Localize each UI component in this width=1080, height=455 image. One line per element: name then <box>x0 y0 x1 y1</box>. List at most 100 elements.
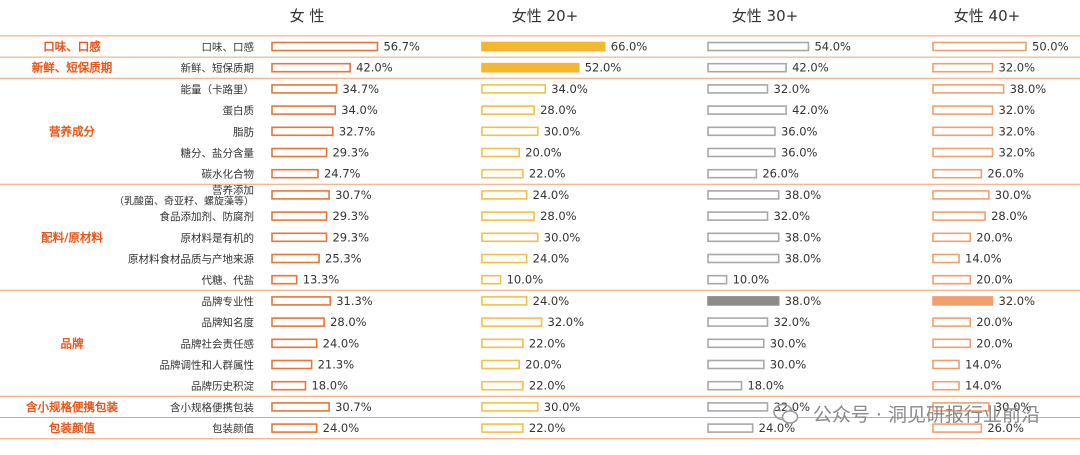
row-label: 代糖、代盐 <box>202 274 255 287</box>
value-label: 54.0% <box>814 40 851 54</box>
value-label: 38.0% <box>785 230 822 244</box>
bar <box>481 253 528 264</box>
value-label: 14.0% <box>965 358 1002 372</box>
bar <box>271 105 337 115</box>
value-label: 22.0% <box>529 167 566 181</box>
value-label: 32.0% <box>548 315 585 329</box>
bar <box>481 359 521 370</box>
bar <box>271 62 351 73</box>
value-label: 32.0% <box>999 294 1036 308</box>
bar <box>707 84 769 94</box>
bar <box>271 423 318 433</box>
bar <box>707 105 787 115</box>
bar <box>271 126 334 137</box>
row-label: 能量（卡路里） <box>181 83 255 96</box>
row-label: 原材料食材品质与产地来源 <box>128 253 254 266</box>
bar <box>481 62 580 73</box>
value-label: 36.0% <box>781 146 818 160</box>
bar <box>932 211 986 221</box>
value-label: 34.0% <box>341 103 378 117</box>
column-header: 女性 30+ <box>732 7 798 25</box>
row-label: 品牌专业性 <box>202 295 255 308</box>
bar <box>271 190 330 200</box>
bar <box>932 168 983 179</box>
bar <box>271 274 298 285</box>
bar <box>932 423 983 433</box>
bar <box>707 359 765 370</box>
bar <box>707 126 776 137</box>
bar <box>707 41 810 52</box>
wechat-icon <box>773 403 799 425</box>
value-label: 38.0% <box>785 252 822 266</box>
value-label: 30.0% <box>770 336 807 350</box>
bar <box>707 296 780 306</box>
row-label: 食品添加剂、防腐剂 <box>160 210 255 223</box>
value-label: 22.0% <box>529 421 566 435</box>
value-label: 30.0% <box>770 358 807 372</box>
column-header: 女性 20+ <box>512 7 578 25</box>
bar <box>707 168 758 179</box>
value-label: 20.0% <box>976 273 1013 287</box>
bar <box>707 211 769 221</box>
group-label: 含小规格便携包装 <box>25 400 118 414</box>
value-label: 30.0% <box>544 124 581 138</box>
bar <box>481 317 543 327</box>
value-label: 22.0% <box>529 336 566 350</box>
row-label: 脂肪 <box>233 125 254 138</box>
value-label: 24.0% <box>759 421 796 435</box>
bar <box>932 232 972 243</box>
bar <box>481 168 524 179</box>
bar <box>932 359 960 370</box>
value-label: 56.7% <box>383 40 420 54</box>
bar <box>932 190 990 200</box>
value-label: 28.0% <box>540 103 577 117</box>
bar <box>707 147 776 158</box>
column-header: 女 性 <box>290 7 325 25</box>
bar <box>481 211 535 221</box>
value-label: 38.0% <box>1010 82 1047 96</box>
value-label: 24.0% <box>533 294 570 308</box>
bar <box>271 402 330 412</box>
value-label: 24.7% <box>324 167 361 181</box>
value-label: 32.7% <box>339 124 376 138</box>
value-label: 14.0% <box>965 252 1002 266</box>
value-label: 50.0% <box>1032 40 1069 54</box>
bar <box>707 402 769 412</box>
bar <box>271 211 328 221</box>
bar <box>271 253 320 264</box>
value-label: 14.0% <box>965 379 1002 393</box>
value-label: 42.0% <box>356 61 393 75</box>
bar <box>932 402 990 412</box>
bar <box>481 402 539 412</box>
bar <box>271 41 379 52</box>
value-label: 30.7% <box>335 400 372 414</box>
row-label: 含小规格便携包装 <box>170 401 254 414</box>
value-label: 10.0% <box>733 273 770 287</box>
value-label: 20.0% <box>976 336 1013 350</box>
bar <box>932 274 972 285</box>
bar <box>932 126 994 137</box>
bar <box>707 253 780 264</box>
value-label: 20.0% <box>525 358 562 372</box>
value-label: 30.0% <box>995 400 1032 414</box>
bar <box>707 232 780 243</box>
value-label: 30.0% <box>544 230 581 244</box>
row-label: 碳水化合物 <box>202 168 255 181</box>
value-label: 34.0% <box>551 82 588 96</box>
row-label: 蛋白质 <box>223 104 255 117</box>
value-label: 20.0% <box>976 230 1013 244</box>
value-label: 30.0% <box>544 400 581 414</box>
row-label: 品牌社会责任感 <box>181 337 255 350</box>
value-label: 28.0% <box>540 209 577 223</box>
value-label: 29.3% <box>332 146 369 160</box>
value-label: 20.0% <box>976 315 1013 329</box>
value-label: 32.0% <box>999 61 1036 75</box>
group-label: 品牌 <box>61 336 84 350</box>
watermark-footer: 公众号 · 洞见研报行业前沿 <box>773 400 1044 427</box>
value-label: 22.0% <box>529 379 566 393</box>
row-label: 原材料是有机的 <box>181 231 255 244</box>
value-label: 32.0% <box>774 209 811 223</box>
value-label: 66.0% <box>611 40 648 54</box>
bar <box>271 84 338 94</box>
value-label: 32.0% <box>999 124 1036 138</box>
